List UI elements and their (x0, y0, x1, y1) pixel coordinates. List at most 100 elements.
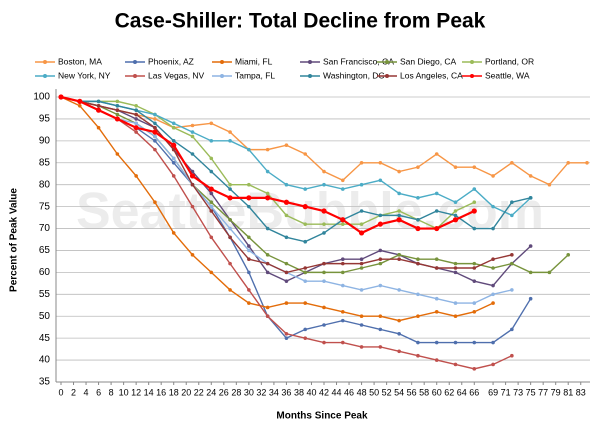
x-tick-label: 44 (332, 387, 342, 397)
point (453, 200, 458, 205)
point (378, 261, 383, 266)
x-axis-label: Months Since Peak (276, 411, 368, 422)
point (134, 130, 138, 134)
point (397, 213, 401, 218)
point (322, 261, 326, 266)
point (378, 314, 383, 319)
x-tick-label: 83 (576, 387, 586, 397)
point (228, 217, 232, 222)
point (303, 270, 308, 275)
point (247, 147, 251, 152)
y-tick-label: 100 (33, 92, 50, 103)
x-tick-label: 30 (244, 387, 254, 397)
point (153, 121, 157, 126)
point (416, 196, 420, 200)
point (528, 296, 533, 301)
point (152, 129, 158, 135)
point (416, 292, 420, 297)
point (77, 98, 83, 104)
chart-title: Case-Shiller: Total Decline from Peak (115, 10, 486, 33)
point (434, 191, 439, 196)
point (472, 301, 477, 305)
point (397, 169, 401, 174)
point (209, 121, 214, 126)
x-tick-label: 75 (526, 387, 536, 397)
point (209, 169, 214, 174)
point (209, 204, 214, 209)
legend-label: Portland, OR (485, 56, 534, 66)
point (303, 266, 308, 270)
x-tick-label: 16 (156, 387, 166, 397)
point (115, 108, 120, 112)
point (228, 182, 232, 187)
point (153, 200, 157, 205)
point (510, 253, 514, 257)
point (491, 283, 495, 288)
point (247, 244, 251, 248)
point (134, 108, 138, 112)
legend-marker (133, 74, 137, 78)
point (528, 244, 533, 248)
point (340, 318, 345, 323)
point (471, 208, 477, 214)
point (247, 301, 251, 305)
point (340, 340, 345, 345)
point (134, 174, 138, 178)
legend-marker (220, 60, 224, 64)
point (397, 318, 401, 323)
x-tick-label: 62 (444, 387, 454, 397)
point (434, 310, 439, 314)
point (171, 231, 176, 235)
legend-marker (43, 74, 47, 78)
point (359, 160, 364, 165)
point (284, 279, 289, 283)
point (491, 301, 495, 305)
point (265, 314, 270, 319)
point (528, 270, 533, 275)
point (472, 165, 477, 169)
point (115, 103, 120, 108)
point (303, 336, 308, 340)
point (247, 270, 251, 275)
legend-marker (308, 74, 312, 78)
point (359, 209, 364, 213)
point (322, 169, 326, 174)
point (190, 182, 195, 187)
point (340, 261, 345, 266)
x-tick-label: 14 (144, 387, 154, 397)
point (340, 222, 345, 226)
point (359, 288, 364, 292)
point (114, 116, 120, 122)
point (359, 266, 364, 270)
point (491, 174, 495, 178)
point (284, 261, 289, 266)
point (96, 103, 101, 108)
point (265, 253, 270, 257)
legend-marker (470, 60, 474, 64)
point (585, 160, 589, 165)
x-tick-label: 64 (457, 387, 467, 397)
point (171, 142, 177, 148)
point (321, 208, 327, 214)
point (265, 305, 270, 310)
legend-marker (220, 74, 224, 78)
x-tick-label: 52 (382, 387, 392, 397)
point (359, 314, 364, 319)
point (453, 209, 458, 213)
point (453, 301, 458, 305)
y-tick-label: 35 (39, 377, 51, 388)
point (452, 217, 459, 223)
point (359, 323, 364, 327)
point (153, 125, 157, 130)
point (434, 152, 439, 156)
point (247, 204, 251, 209)
point (190, 130, 195, 134)
point (547, 270, 552, 275)
point (377, 221, 383, 227)
point (322, 279, 326, 283)
x-tick-label: 48 (357, 387, 367, 397)
x-tick-label: 71 (501, 387, 511, 397)
x-tick-label: 46 (344, 387, 354, 397)
point (115, 99, 120, 104)
point (171, 160, 176, 165)
